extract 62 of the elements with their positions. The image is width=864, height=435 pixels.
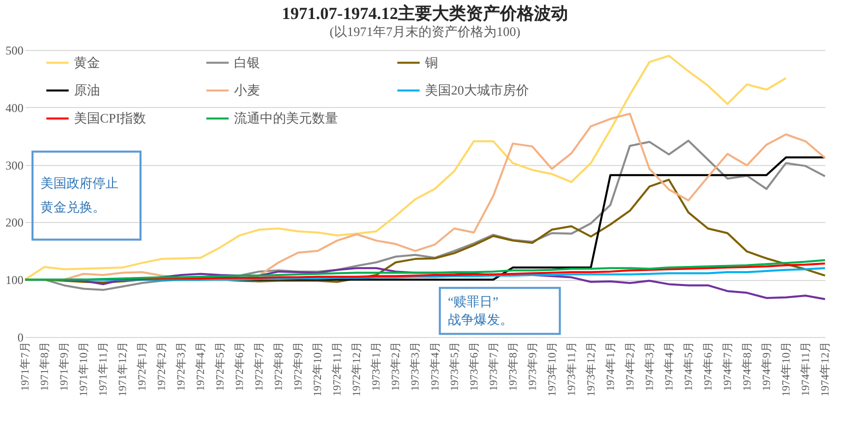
x-tick-label: 1973年4月 bbox=[429, 342, 442, 391]
x-tick-label: 1974年9月 bbox=[760, 342, 773, 391]
x-tick-label: 1971年12月 bbox=[117, 342, 130, 396]
x-tick-label: 1974年6月 bbox=[702, 342, 714, 391]
x-tick-label: 1972年10月 bbox=[312, 342, 324, 396]
legend-label: 美国20大城市房价 bbox=[425, 82, 529, 98]
x-tick-label: 1972年8月 bbox=[273, 342, 286, 391]
y-tick-label: 300 bbox=[6, 158, 24, 172]
annotation: 美国政府停止黄金兑换。 bbox=[40, 176, 119, 215]
y-tick-label: 0 bbox=[18, 330, 24, 344]
annotation: “赎罪日”战争爆发。 bbox=[448, 294, 513, 327]
x-tick-label: 1973年12月 bbox=[585, 342, 598, 396]
x-tick-label: 1973年9月 bbox=[526, 342, 539, 391]
legend-label: 流通中的美元数量 bbox=[234, 110, 338, 126]
x-tick-label: 1972年6月 bbox=[234, 342, 246, 391]
x-tick-label: 1974年11月 bbox=[800, 342, 812, 396]
x-tick-label: 1973年2月 bbox=[390, 342, 402, 391]
x-tick-label: 1973年5月 bbox=[448, 342, 461, 391]
chart-title: 1971.07-1974.12主要大类资产价格波动 bbox=[282, 4, 568, 23]
x-tick-label: 1974年1月 bbox=[604, 342, 617, 391]
legend-label: 美国CPI指数 bbox=[74, 110, 146, 126]
chart-subtitle: (以1971年7月末的资产价格为100) bbox=[330, 24, 520, 39]
line-series bbox=[24, 54, 787, 281]
x-tick-label: 1973年11月 bbox=[566, 342, 578, 396]
x-tick-label: 1973年7月 bbox=[488, 342, 500, 391]
x-tick-label: 1972年11月 bbox=[332, 342, 344, 396]
x-tick-label: 1971年10月 bbox=[78, 342, 90, 396]
x-tick-label: 1974年4月 bbox=[663, 342, 676, 391]
x-tick-label: 1974年5月 bbox=[682, 342, 695, 391]
legend-label: 铜 bbox=[424, 54, 438, 70]
x-tick-label: 1972年2月 bbox=[156, 342, 168, 391]
x-tick-label: 1973年1月 bbox=[370, 342, 383, 391]
x-tick-label: 1972年4月 bbox=[195, 342, 208, 391]
legend-label: 白银 bbox=[234, 54, 260, 70]
x-tick-label: 1972年3月 bbox=[176, 342, 188, 391]
x-tick-label: 1971年11月 bbox=[98, 342, 110, 396]
x-tick-label: 1974年3月 bbox=[644, 342, 656, 391]
x-tick-label: 1971年8月 bbox=[39, 342, 52, 391]
y-tick-label: 400 bbox=[6, 100, 24, 115]
x-tick-label: 1972年5月 bbox=[214, 342, 227, 391]
legend-label: 黄金 bbox=[74, 54, 100, 70]
x-tick-label: 1974年10月 bbox=[780, 342, 792, 396]
x-tick-label: 1971年9月 bbox=[58, 342, 71, 391]
x-tick-label: 1974年8月 bbox=[741, 342, 754, 391]
legend-label: 小麦 bbox=[234, 82, 260, 98]
line-series bbox=[24, 259, 826, 281]
y-tick-label: 100 bbox=[6, 273, 24, 288]
x-tick-label: 1971年7月 bbox=[20, 342, 32, 391]
x-tick-label: 1974年7月 bbox=[722, 342, 734, 391]
x-tick-label: 1972年9月 bbox=[292, 342, 305, 391]
x-tick-label: 1973年3月 bbox=[410, 342, 422, 391]
x-tick-label: 1973年6月 bbox=[468, 342, 480, 391]
x-tick-label: 1972年7月 bbox=[254, 342, 266, 391]
x-tick-label: 1974年12月 bbox=[820, 342, 832, 396]
y-tick-label: 500 bbox=[6, 44, 24, 58]
x-tick-label: 1972年12月 bbox=[351, 342, 364, 396]
x-tick-label: 1974年2月 bbox=[624, 342, 636, 391]
x-tick-label: 1973年8月 bbox=[507, 342, 520, 391]
x-tick-label: 1973年10月 bbox=[546, 342, 558, 396]
x-tick-label: 1972年1月 bbox=[136, 342, 149, 391]
y-tick-label: 200 bbox=[6, 216, 24, 230]
legend-label: 原油 bbox=[74, 82, 100, 98]
